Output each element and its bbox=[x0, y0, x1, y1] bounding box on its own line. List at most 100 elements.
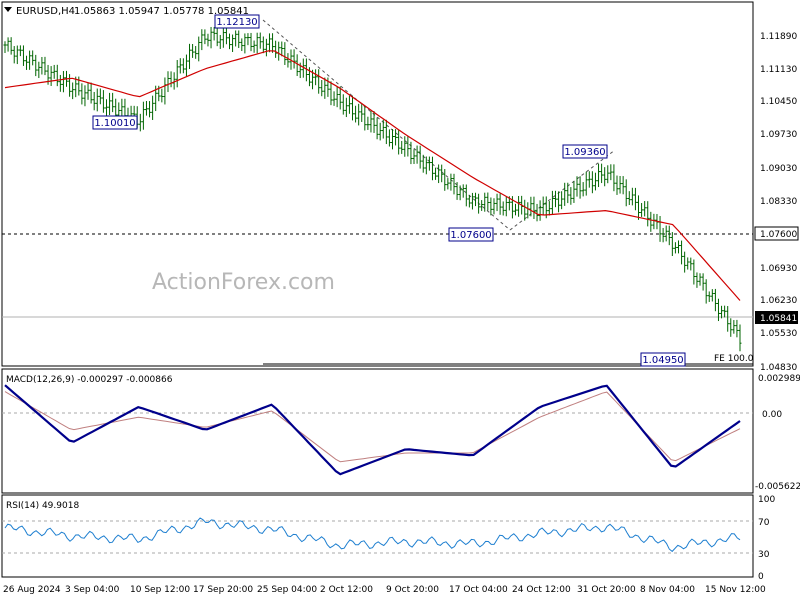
price-bar bbox=[443, 169, 447, 191]
price-bar bbox=[151, 95, 155, 120]
price-bar bbox=[231, 34, 235, 53]
price-bar bbox=[637, 195, 641, 220]
price-bar bbox=[148, 101, 152, 118]
price-bar bbox=[437, 164, 441, 184]
price-bars bbox=[3, 26, 742, 352]
level-price-box bbox=[754, 226, 799, 241]
price-bar bbox=[317, 69, 321, 94]
price-bar bbox=[609, 164, 613, 181]
price-bar bbox=[627, 191, 631, 206]
price-bar bbox=[357, 103, 361, 126]
price-bar bbox=[188, 43, 192, 69]
price-bar bbox=[621, 176, 625, 195]
price-bar bbox=[680, 240, 684, 265]
price-bar bbox=[261, 36, 265, 54]
price-bar bbox=[381, 119, 385, 139]
price-bar bbox=[3, 41, 7, 54]
annotation-109360-text: 1.09360 bbox=[564, 147, 605, 158]
price-bar bbox=[304, 58, 308, 82]
price-bar bbox=[670, 232, 674, 256]
price-bar bbox=[612, 164, 616, 192]
rsi-scale-70: 70 bbox=[758, 518, 770, 528]
price-bar bbox=[120, 98, 124, 118]
price-bar bbox=[458, 185, 462, 201]
price-bar bbox=[557, 191, 561, 213]
price-bar bbox=[581, 182, 585, 197]
annotation-104950: 1.04950 bbox=[640, 352, 686, 367]
price-tick: 1.06230 bbox=[760, 296, 797, 306]
price-bar bbox=[234, 30, 238, 47]
price-bar bbox=[572, 181, 576, 203]
price-bar bbox=[9, 37, 13, 55]
price-bar bbox=[255, 32, 259, 54]
price-bar bbox=[111, 92, 115, 113]
price-bar bbox=[569, 187, 573, 205]
price-bar bbox=[224, 28, 228, 45]
price-bar bbox=[461, 184, 465, 198]
price-bar bbox=[434, 167, 438, 180]
rsi-scale-30: 30 bbox=[758, 550, 770, 560]
price-bar bbox=[141, 101, 145, 130]
price-bar bbox=[138, 113, 142, 132]
price-bar bbox=[480, 200, 484, 211]
price-bar bbox=[314, 69, 318, 86]
price-bar bbox=[240, 38, 244, 52]
price-bar bbox=[351, 95, 355, 121]
price-bar bbox=[320, 80, 324, 97]
price-bar bbox=[692, 259, 696, 285]
price-bar bbox=[68, 74, 72, 97]
price-bar bbox=[707, 291, 711, 302]
price-bar bbox=[563, 182, 567, 206]
annotation-107600: 1.07600 bbox=[448, 227, 494, 242]
price-bar bbox=[590, 171, 594, 194]
price-bar bbox=[175, 60, 179, 88]
price-bar bbox=[58, 74, 62, 92]
dropdown-triangle-icon[interactable] bbox=[4, 7, 12, 12]
price-bar bbox=[258, 32, 262, 49]
price-tick: 1.04830 bbox=[760, 363, 797, 373]
price-bar bbox=[252, 40, 256, 53]
price-tick: 1.08330 bbox=[760, 197, 797, 207]
time-tick: 17 Oct 04:00 bbox=[449, 585, 508, 595]
price-bar bbox=[532, 196, 536, 220]
price-bar bbox=[332, 91, 336, 106]
header-symbol: EURUSD,H4 bbox=[16, 6, 75, 17]
price-bar bbox=[732, 320, 736, 334]
current-price-box bbox=[755, 311, 798, 324]
price-bar bbox=[449, 173, 453, 191]
price-bar bbox=[646, 201, 650, 227]
price-bar bbox=[615, 175, 619, 195]
price-bar bbox=[486, 192, 490, 211]
price-bar bbox=[735, 319, 739, 338]
price-bar bbox=[517, 195, 521, 217]
price-bar bbox=[378, 122, 382, 141]
price-bar bbox=[40, 57, 44, 75]
current-price-label: 1.05841 bbox=[760, 314, 797, 324]
price-bar bbox=[400, 140, 404, 154]
price-bar bbox=[71, 82, 75, 100]
price-tick: 1.11890 bbox=[760, 32, 797, 42]
price-bar bbox=[470, 192, 474, 210]
price-bar bbox=[624, 179, 628, 207]
price-bar bbox=[18, 45, 22, 57]
annotation-104950-text: 1.04950 bbox=[642, 355, 683, 366]
price-bar bbox=[246, 33, 250, 46]
price-bar bbox=[221, 27, 225, 48]
price-bar bbox=[603, 167, 607, 187]
time-tick: 24 Oct 12:00 bbox=[512, 585, 571, 595]
rsi-line bbox=[4, 517, 741, 553]
time-axis: 26 Aug 2024 3 Sep 04:00 10 Sep 12:00 17 … bbox=[3, 585, 766, 595]
macd-label: MACD(12,26,9) -0.000297 -0.000866 bbox=[6, 375, 173, 385]
annotation-110010: 1.10010 bbox=[92, 115, 138, 130]
price-bar bbox=[394, 129, 398, 146]
price-bar bbox=[550, 190, 554, 215]
price-bar bbox=[181, 58, 185, 74]
price-bar bbox=[323, 77, 327, 99]
price-bar bbox=[104, 99, 108, 116]
price-bar bbox=[384, 119, 388, 145]
price-bar bbox=[264, 38, 268, 57]
price-bar bbox=[412, 149, 416, 164]
price-bar bbox=[203, 29, 207, 45]
price-bar bbox=[52, 64, 56, 79]
price-bar bbox=[363, 106, 367, 131]
